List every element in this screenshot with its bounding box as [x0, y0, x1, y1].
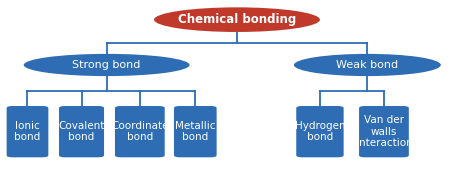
Ellipse shape — [294, 54, 441, 76]
FancyBboxPatch shape — [59, 106, 104, 157]
FancyBboxPatch shape — [296, 106, 344, 157]
Text: Strong bond: Strong bond — [73, 60, 141, 70]
Ellipse shape — [154, 7, 320, 32]
Text: Hydrogen
bond: Hydrogen bond — [295, 121, 345, 142]
Text: Van der
walls
interaction: Van der walls interaction — [356, 115, 412, 148]
Ellipse shape — [24, 54, 190, 76]
Text: Metallic
bond: Metallic bond — [175, 121, 216, 142]
Text: Coordinate
bond: Coordinate bond — [111, 121, 169, 142]
FancyBboxPatch shape — [115, 106, 164, 157]
FancyBboxPatch shape — [174, 106, 217, 157]
Text: Ionic
bond: Ionic bond — [14, 121, 41, 142]
Text: Chemical bonding: Chemical bonding — [178, 13, 296, 26]
FancyBboxPatch shape — [359, 106, 409, 157]
Text: Covalent
bond: Covalent bond — [58, 121, 105, 142]
FancyBboxPatch shape — [7, 106, 48, 157]
Text: Weak bond: Weak bond — [336, 60, 399, 70]
